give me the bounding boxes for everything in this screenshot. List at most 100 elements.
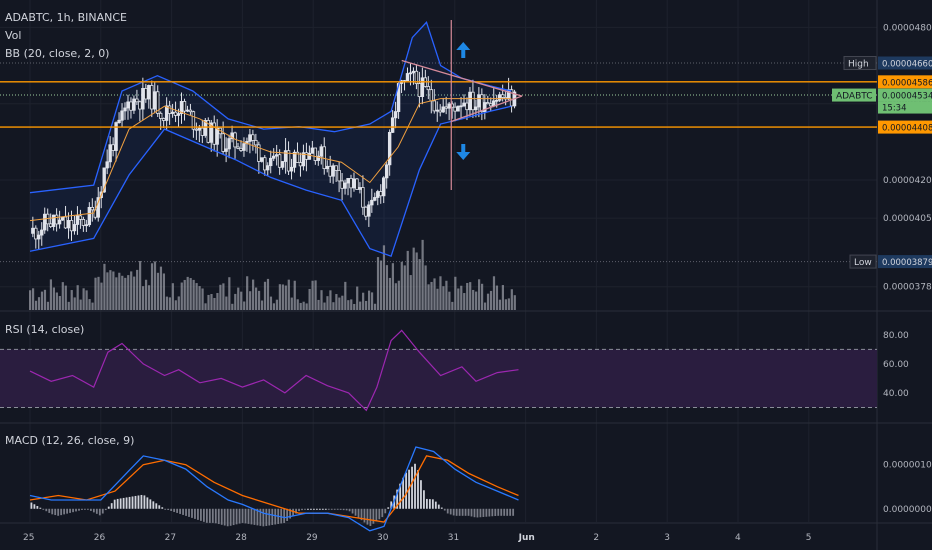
macd-histogram-bar — [78, 508, 80, 511]
last-price-badge-value-box — [878, 88, 932, 102]
bollinger-legend[interactable]: BB (20, close, 2, 0) — [5, 47, 110, 60]
candle-body — [456, 105, 460, 112]
candle-body — [500, 94, 505, 98]
macd-histogram-bar — [440, 507, 443, 509]
candle-body — [269, 157, 273, 167]
candle-body — [382, 177, 386, 197]
macd-axis-tick-label: 0.00000000 — [883, 505, 932, 515]
macd-histogram-bar — [509, 508, 512, 516]
candle-body — [215, 127, 219, 145]
candle-body — [420, 77, 425, 97]
candle-body — [271, 155, 276, 159]
candle-body — [34, 227, 38, 240]
volume-bar — [31, 288, 35, 310]
macd-histogram-bar — [164, 508, 167, 510]
volume-bar — [495, 285, 499, 310]
macd-histogram-bar — [274, 508, 277, 525]
candle-body — [387, 131, 392, 166]
candle-body — [438, 109, 442, 113]
macd-histogram-bar — [333, 508, 336, 510]
candle-body — [63, 216, 68, 229]
rsi-legend[interactable]: RSI (14, close) — [5, 323, 85, 336]
macd-histogram-bar — [268, 508, 271, 526]
support-badge-value-box — [878, 120, 932, 134]
candle-body — [355, 178, 359, 190]
candle-body — [483, 102, 487, 113]
macd-line — [29, 446, 519, 532]
macd-histogram-bar — [494, 508, 497, 516]
candle-body — [325, 165, 329, 170]
macd-histogram-bar — [313, 508, 315, 510]
volume-bar — [382, 245, 386, 310]
candle-body — [200, 127, 205, 136]
volume-bar — [272, 303, 276, 310]
macd-histogram-bar — [295, 508, 297, 514]
macd-legend[interactable]: MACD (12, 26, close, 9) — [5, 434, 135, 447]
volume-bar — [448, 291, 451, 310]
symbol-legend[interactable]: ADABTC, 1h, BINANCE — [5, 11, 127, 24]
candle-body — [221, 133, 225, 152]
volume-bar — [353, 303, 356, 310]
macd-histogram-bar — [39, 507, 42, 509]
volume-bar — [275, 299, 279, 310]
volume-bar — [281, 284, 284, 310]
candle-body — [111, 144, 115, 151]
macd-histogram-bar — [137, 495, 140, 509]
candle-body — [283, 150, 288, 162]
candle-body — [486, 102, 490, 105]
macd-histogram-bar — [72, 508, 74, 513]
resistance-badge-value-box — [878, 75, 932, 89]
macd-histogram-bar — [75, 508, 77, 512]
volume-bar — [424, 265, 427, 310]
macd-histogram-bar — [298, 508, 300, 512]
volume-bar — [320, 290, 323, 310]
arrow-down-icon — [456, 144, 471, 160]
macd-histogram-bar — [244, 508, 247, 524]
macd-histogram-bar — [375, 508, 378, 522]
macd-histogram-bar — [95, 508, 98, 514]
volume-bar — [332, 302, 335, 310]
candle-body — [471, 91, 475, 111]
volume-bar — [204, 303, 207, 310]
volume-bar — [189, 278, 192, 310]
macd-histogram-bar — [146, 497, 149, 509]
macd-histogram-bar — [208, 508, 211, 523]
candle-body — [69, 220, 74, 232]
volume-bar — [103, 263, 106, 310]
macd-histogram-bar — [479, 508, 482, 518]
candle-body — [465, 102, 469, 111]
low-badge-label-box — [849, 254, 877, 269]
candle-body — [447, 103, 451, 109]
volume-bar — [162, 273, 166, 310]
volume-bar — [254, 287, 258, 310]
macd-histogram-bar — [57, 508, 60, 516]
volume-bar — [246, 276, 249, 310]
volume-bar — [460, 285, 463, 310]
macd-histogram-bar — [226, 508, 229, 527]
candle-body — [31, 227, 35, 234]
macd-histogram-bar — [66, 508, 68, 514]
macd-histogram-bar — [51, 508, 54, 515]
macd-histogram-bar — [235, 508, 238, 525]
candle-body — [361, 187, 365, 208]
volume-bar — [207, 294, 210, 310]
triangle-upper-trendline[interactable] — [401, 59, 523, 97]
candle-body — [173, 111, 178, 116]
volume-bar — [397, 280, 400, 310]
macd-histogram-bar — [503, 508, 506, 516]
macd-histogram-bar — [63, 508, 66, 515]
volume-legend[interactable]: Vol — [5, 29, 22, 42]
candle-body — [257, 144, 261, 162]
macd-histogram-bar — [262, 508, 265, 527]
macd-histogram-bar — [506, 508, 509, 516]
candle-body — [236, 146, 240, 149]
volume-bar — [472, 289, 475, 310]
candle-body — [313, 147, 318, 161]
macd-histogram-bar — [420, 480, 422, 509]
candle-body — [298, 162, 303, 167]
triangle-lower-trendline[interactable] — [451, 95, 523, 123]
macd-histogram-bar — [205, 508, 208, 523]
macd-histogram-bar — [307, 508, 309, 510]
candle-body — [176, 113, 181, 116]
